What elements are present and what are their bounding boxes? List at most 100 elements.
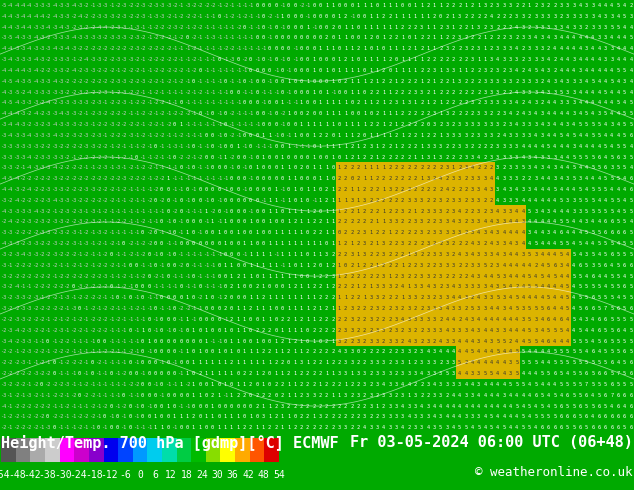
Text: -1: -1 — [203, 176, 209, 181]
Text: -1: -1 — [197, 79, 203, 84]
Text: 2: 2 — [319, 230, 321, 235]
Text: -2: -2 — [82, 14, 89, 19]
Text: 0: 0 — [217, 165, 220, 171]
Text: 3: 3 — [604, 46, 607, 51]
Text: 2: 2 — [471, 90, 474, 95]
Text: -4: -4 — [76, 14, 82, 19]
Text: 3: 3 — [439, 393, 442, 398]
Text: -1: -1 — [108, 154, 114, 160]
Text: -2: -2 — [76, 111, 82, 116]
Text: 1: 1 — [300, 328, 302, 333]
Text: 1: 1 — [325, 263, 328, 268]
Text: 4: 4 — [560, 35, 562, 40]
Text: 2: 2 — [268, 328, 271, 333]
Text: 3: 3 — [446, 24, 448, 29]
Text: 2: 2 — [300, 393, 302, 398]
Text: 2: 2 — [376, 198, 378, 203]
Text: -3: -3 — [158, 3, 165, 8]
Text: 1: 1 — [389, 133, 391, 138]
Text: 3: 3 — [573, 24, 575, 29]
Text: 2: 2 — [370, 328, 372, 333]
Text: 2: 2 — [363, 306, 366, 311]
Text: 5: 5 — [528, 285, 531, 290]
Text: -1: -1 — [76, 349, 82, 354]
Text: -2: -2 — [32, 230, 38, 235]
Text: 3: 3 — [452, 339, 455, 343]
Text: 1: 1 — [325, 68, 328, 73]
Text: 0: 0 — [275, 328, 277, 333]
Text: 2: 2 — [344, 165, 347, 171]
Text: -2: -2 — [19, 349, 25, 354]
Text: 2: 2 — [553, 3, 556, 8]
Text: 5: 5 — [585, 425, 588, 430]
Text: 0: 0 — [160, 349, 163, 354]
Text: -2: -2 — [152, 154, 158, 160]
Text: 0: 0 — [300, 90, 302, 95]
Text: -3: -3 — [32, 165, 38, 171]
Text: 0: 0 — [262, 79, 264, 84]
Text: 3: 3 — [528, 57, 531, 62]
Text: -2: -2 — [19, 241, 25, 246]
Text: 6: 6 — [534, 393, 537, 398]
Text: 2: 2 — [382, 79, 385, 84]
Text: 0: 0 — [300, 154, 302, 160]
Text: 2: 2 — [363, 187, 366, 192]
Text: -2: -2 — [44, 144, 51, 148]
Text: -1: -1 — [44, 328, 51, 333]
Text: 1: 1 — [306, 360, 309, 365]
Text: 1: 1 — [300, 339, 302, 343]
Text: 5: 5 — [623, 339, 626, 343]
Text: 3: 3 — [433, 349, 436, 354]
Text: 3: 3 — [408, 404, 410, 409]
Text: -2: -2 — [76, 198, 82, 203]
Text: 2: 2 — [465, 306, 467, 311]
Text: 0: 0 — [173, 393, 176, 398]
Text: 4: 4 — [566, 24, 569, 29]
Text: 3: 3 — [522, 79, 524, 84]
Text: 2: 2 — [389, 154, 391, 160]
Text: 1: 1 — [325, 165, 328, 171]
Text: 0: 0 — [325, 79, 328, 84]
Text: -1: -1 — [285, 68, 292, 73]
Text: 1: 1 — [287, 241, 290, 246]
Text: -2: -2 — [95, 220, 101, 224]
Text: 5: 5 — [522, 165, 524, 171]
Text: 2: 2 — [325, 415, 328, 419]
Text: -1: -1 — [247, 46, 254, 51]
Text: -1: -1 — [165, 241, 171, 246]
Text: 5: 5 — [630, 349, 632, 354]
Text: 0: 0 — [294, 154, 296, 160]
Text: -3: -3 — [19, 317, 25, 322]
Text: 1: 1 — [363, 46, 366, 51]
Text: -1: -1 — [146, 68, 152, 73]
Text: 2: 2 — [420, 382, 423, 387]
Text: -1: -1 — [184, 165, 190, 171]
Text: 5: 5 — [592, 230, 594, 235]
Text: -1: -1 — [171, 360, 178, 365]
Text: 0: 0 — [46, 415, 49, 419]
Text: 3: 3 — [560, 24, 562, 29]
Text: 3: 3 — [389, 371, 391, 376]
Text: 3: 3 — [439, 230, 442, 235]
Text: -2: -2 — [241, 57, 247, 62]
Text: -1: -1 — [203, 111, 209, 116]
Text: 4: 4 — [503, 317, 505, 322]
Text: -1: -1 — [120, 382, 127, 387]
Text: -2: -2 — [228, 154, 235, 160]
Text: 0: 0 — [300, 35, 302, 40]
Text: 2: 2 — [262, 295, 264, 300]
Text: 0: 0 — [262, 122, 264, 127]
Text: 4: 4 — [471, 165, 474, 171]
Text: -1: -1 — [70, 57, 76, 62]
Bar — [118, 438, 133, 462]
Text: 2: 2 — [319, 349, 321, 354]
Text: 3: 3 — [515, 154, 518, 160]
Text: -1: -1 — [133, 165, 139, 171]
Text: -2: -2 — [165, 57, 171, 62]
Text: 0: 0 — [141, 382, 144, 387]
Text: 1: 1 — [217, 425, 220, 430]
Text: 4: 4 — [477, 317, 480, 322]
Text: -3: -3 — [70, 241, 76, 246]
Text: -1: -1 — [184, 144, 190, 148]
Text: -1: -1 — [82, 317, 89, 322]
